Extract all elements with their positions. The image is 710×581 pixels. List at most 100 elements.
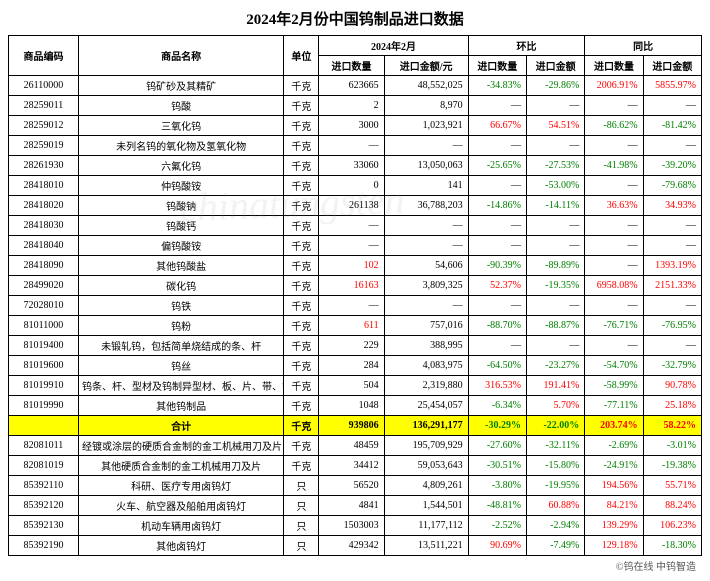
cell-qty: 1048	[319, 396, 384, 416]
cell-code: 28499020	[9, 276, 79, 296]
cell-qty: 229	[319, 336, 384, 356]
cell-amt: 4,083,975	[384, 356, 468, 376]
cell-amt: —	[384, 216, 468, 236]
cell-code: 81019600	[9, 356, 79, 376]
cell-mom_amt: -2.94%	[526, 516, 584, 536]
cell-qty: 284	[319, 356, 384, 376]
cell-unit: 千克	[284, 416, 319, 436]
cell-mom_amt: -89.89%	[526, 256, 584, 276]
cell-yoy_qty: —	[585, 296, 643, 316]
cell-qty: 34412	[319, 456, 384, 476]
cell-yoy_qty: 203.74%	[585, 416, 643, 436]
cell-mom_qty: -30.29%	[468, 416, 526, 436]
cell-mom_qty: -64.50%	[468, 356, 526, 376]
table-row: 82081019其他硬质合金制的金工机械用刀及片千克3441259,053,64…	[9, 456, 702, 476]
cell-mom_amt: -19.35%	[526, 276, 584, 296]
table-row: 85392110科研、医疗专用卤钨灯只565204,809,261-3.80%-…	[9, 476, 702, 496]
cell-amt: 3,809,325	[384, 276, 468, 296]
cell-yoy_qty: 129.18%	[585, 536, 643, 556]
table-row: 28418040偏钨酸铵千克——————	[9, 236, 702, 256]
cell-qty: 504	[319, 376, 384, 396]
cell-unit: 千克	[284, 436, 319, 456]
table-row: 28259011钨酸千克28,970————	[9, 96, 702, 116]
cell-amt: 54,606	[384, 256, 468, 276]
cell-unit: 千克	[284, 76, 319, 96]
cell-amt: 4,809,261	[384, 476, 468, 496]
cell-yoy_qty: —	[585, 176, 643, 196]
cell-mom_qty: 66.67%	[468, 116, 526, 136]
cell-mom_amt: —	[526, 136, 584, 156]
cell-yoy_amt: —	[643, 336, 701, 356]
cell-yoy_amt: —	[643, 296, 701, 316]
cell-qty: 611	[319, 316, 384, 336]
cell-amt: 36,788,203	[384, 196, 468, 216]
cell-code: 28259019	[9, 136, 79, 156]
cell-code: 82081019	[9, 456, 79, 476]
cell-code: 85392110	[9, 476, 79, 496]
cell-unit: 只	[284, 476, 319, 496]
cell-amt: 195,709,929	[384, 436, 468, 456]
cell-unit: 千克	[284, 396, 319, 416]
cell-code: 81019990	[9, 396, 79, 416]
cell-mom_qty: —	[468, 96, 526, 116]
cell-yoy_qty: -86.62%	[585, 116, 643, 136]
cell-qty: 261138	[319, 196, 384, 216]
cell-yoy_amt: 2151.33%	[643, 276, 701, 296]
cell-unit: 千克	[284, 456, 319, 476]
cell-mom_amt: —	[526, 236, 584, 256]
cell-yoy_amt: -39.20%	[643, 156, 701, 176]
cell-name: 钨酸	[79, 96, 284, 116]
header-period: 2024年2月	[319, 36, 468, 56]
table-row: 28259019未列名钨的氧化物及氢氧化物千克——————	[9, 136, 702, 156]
cell-qty: 429342	[319, 536, 384, 556]
cell-amt: 11,177,112	[384, 516, 468, 536]
cell-code: 28418090	[9, 256, 79, 276]
table-row: 28418010仲钨酸铵千克0141—-53.00%—-79.68%	[9, 176, 702, 196]
cell-mom_qty: —	[468, 136, 526, 156]
table-row: 28418090其他钨酸盐千克10254,606-90.39%-89.89%—1…	[9, 256, 702, 276]
cell-yoy_amt: —	[643, 216, 701, 236]
header-qty: 进口数量	[319, 56, 384, 76]
cell-name: 钨铁	[79, 296, 284, 316]
cell-unit: 千克	[284, 276, 319, 296]
cell-qty: 16163	[319, 276, 384, 296]
table-row: 81019600钨丝千克2844,083,975-64.50%-23.27%-5…	[9, 356, 702, 376]
cell-yoy_amt: 55.71%	[643, 476, 701, 496]
cell-unit: 千克	[284, 176, 319, 196]
cell-unit: 千克	[284, 256, 319, 276]
cell-mom_amt: —	[526, 216, 584, 236]
cell-code: 85392190	[9, 536, 79, 556]
cell-unit: 千克	[284, 336, 319, 356]
header-code: 商品编码	[9, 36, 79, 76]
cell-name: 钨粉	[79, 316, 284, 336]
cell-mom_amt: -53.00%	[526, 176, 584, 196]
cell-mom_amt: -32.11%	[526, 436, 584, 456]
cell-amt: —	[384, 236, 468, 256]
cell-name: 未列名钨的氧化物及氢氧化物	[79, 136, 284, 156]
cell-mom_qty: -34.83%	[468, 76, 526, 96]
cell-code: 28259012	[9, 116, 79, 136]
cell-yoy_qty: -58.99%	[585, 376, 643, 396]
cell-code: 85392130	[9, 516, 79, 536]
header-yoy-qty: 进口数量	[585, 56, 643, 76]
cell-yoy_qty: —	[585, 136, 643, 156]
cell-amt: 136,291,177	[384, 416, 468, 436]
cell-qty: 48459	[319, 436, 384, 456]
cell-unit: 千克	[284, 196, 319, 216]
cell-yoy_qty: 36.63%	[585, 196, 643, 216]
table-row: 28418030钨酸钙千克——————	[9, 216, 702, 236]
cell-unit: 只	[284, 536, 319, 556]
table-row: 28261930六氟化钨千克3306013,050,063-25.65%-27.…	[9, 156, 702, 176]
table-row: 81019990其他钨制品千克104825,454,057-6.34%5.70%…	[9, 396, 702, 416]
cell-yoy_qty: -76.71%	[585, 316, 643, 336]
cell-name: 钨丝	[79, 356, 284, 376]
cell-name: 其他硬质合金制的金工机械用刀及片	[79, 456, 284, 476]
cell-qty: —	[319, 236, 384, 256]
cell-qty: 1503003	[319, 516, 384, 536]
cell-code: 28418030	[9, 216, 79, 236]
table-row: 81019910钨条、杆、型材及钨制异型材、板、片、带、箔千克5042,319,…	[9, 376, 702, 396]
cell-name: 其他卤钨灯	[79, 536, 284, 556]
cell-mom_amt: -22.00%	[526, 416, 584, 436]
cell-code: 28418040	[9, 236, 79, 256]
cell-yoy_amt: -79.68%	[643, 176, 701, 196]
